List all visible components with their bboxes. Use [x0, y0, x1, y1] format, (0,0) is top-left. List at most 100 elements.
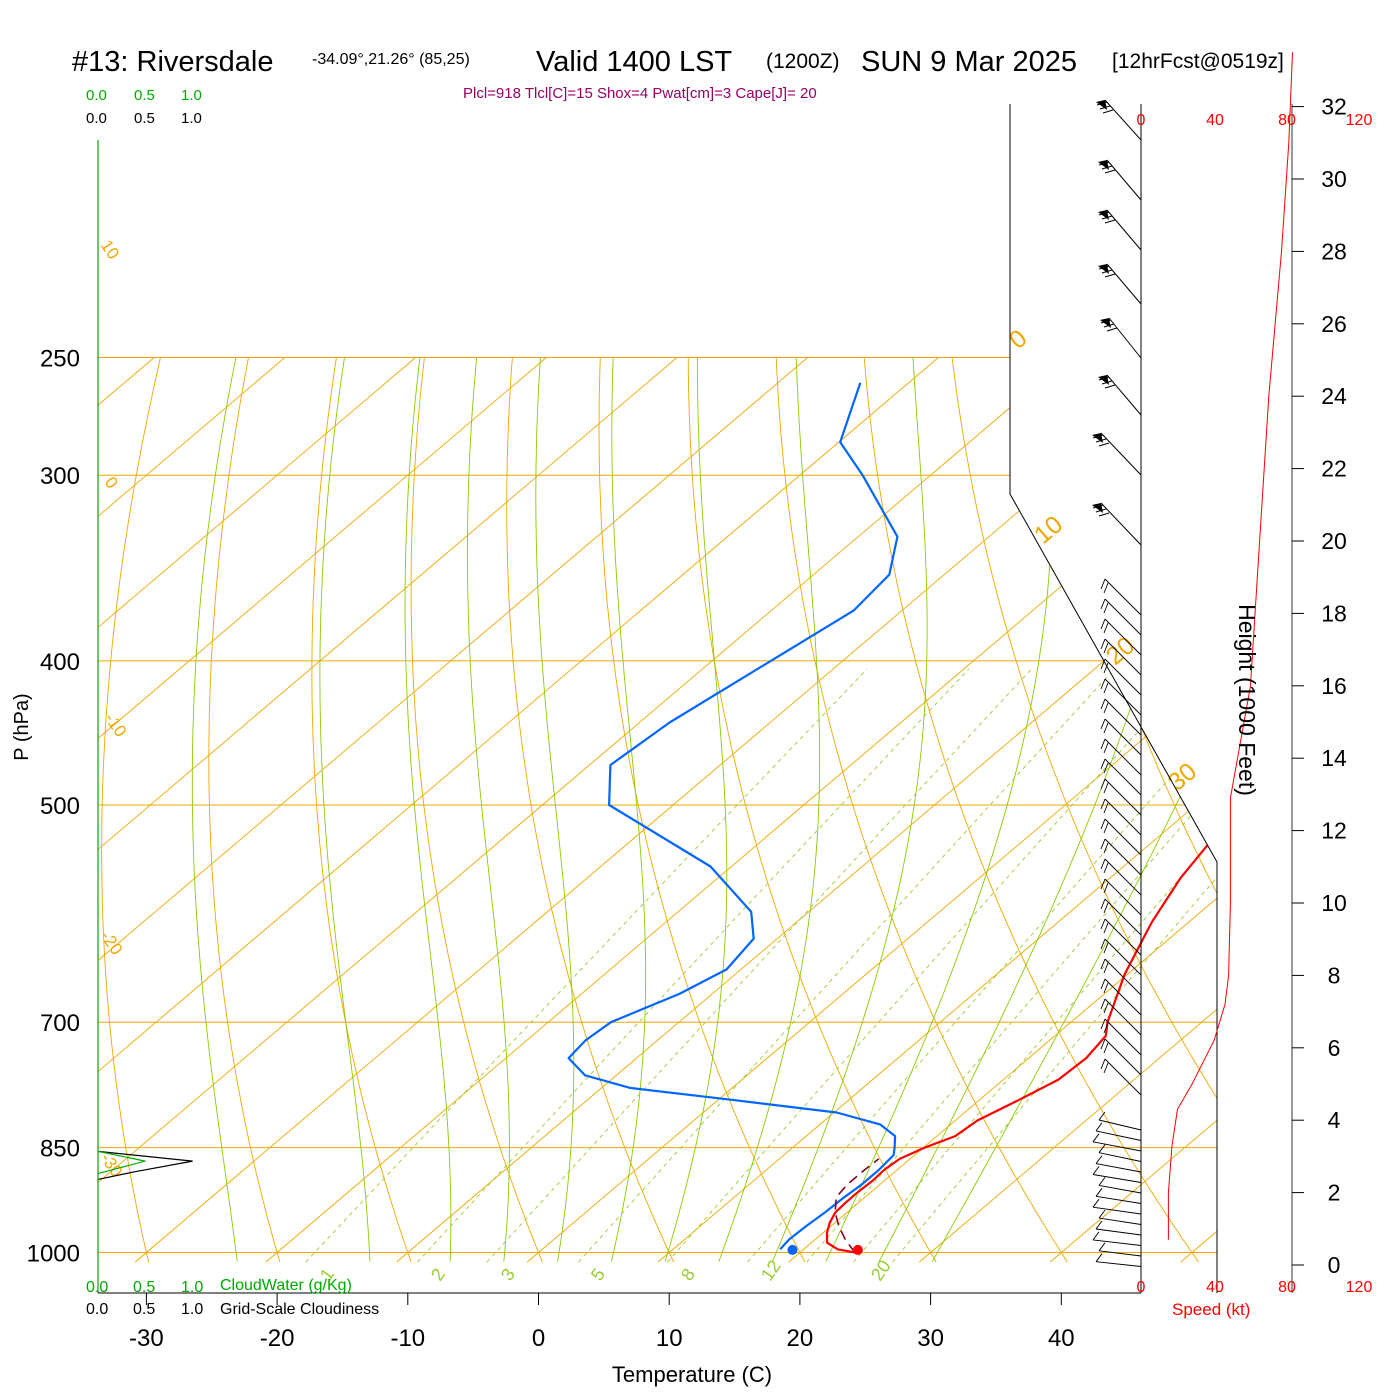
wind-barb	[1098, 159, 1142, 201]
chart-grid	[98, 356, 1400, 1263]
speed-top-tick-1: 40	[1206, 112, 1224, 129]
pressure-tick-label: 700	[40, 1010, 80, 1037]
dry-adiabat-line	[1127, 357, 1217, 1263]
isotherm-line	[98, 357, 547, 1263]
wind-barb	[1092, 1133, 1142, 1152]
pressure-tick-label: 400	[40, 649, 80, 676]
cloudiness-label: Grid-Scale Cloudiness	[220, 1301, 379, 1318]
wind-barb	[1100, 317, 1142, 359]
valid-date: SUN 9 Mar 2025	[861, 46, 1077, 78]
wind-barb	[1100, 1018, 1142, 1056]
speed-bottom-tick-3: 120	[1346, 1279, 1373, 1296]
pressure-tick-label: 850	[40, 1136, 80, 1163]
plot-border	[1009, 104, 1218, 1293]
wind-barb	[1100, 818, 1142, 856]
isotherm-line	[919, 357, 1217, 1263]
speed-scale-top: 0 40 80 120	[1137, 112, 1373, 129]
wind-barb	[1092, 432, 1142, 476]
isotherm-line	[788, 357, 1217, 1263]
wind-barb	[1098, 1209, 1142, 1225]
dry-adiabat-line	[775, 357, 1068, 1263]
moist-adiabat-line	[825, 357, 1054, 1262]
parcel-profile-line	[834, 1158, 880, 1253]
wind-barb	[1100, 638, 1142, 676]
wind-barb	[1100, 1038, 1142, 1076]
speed-top-tick-2: 80	[1278, 112, 1296, 129]
dry-adiabat-line	[101, 357, 161, 1263]
wind-barb	[1095, 1155, 1142, 1173]
moist-adiabat-line	[771, 357, 928, 1262]
wind-barb	[1100, 738, 1142, 776]
cloud-scale-bottom: 0.0 0.5 1.0 CloudWater (g/Kg) 0.0 0.5 1.…	[86, 1277, 379, 1318]
station-title: #13: Riversdale	[72, 46, 274, 78]
wind-barb	[1100, 858, 1142, 896]
profile-layer	[567, 382, 1217, 1255]
wind-barb	[1100, 878, 1142, 916]
cloudiness-trace	[97, 1150, 193, 1180]
height-tick-label: 14	[1321, 745, 1347, 771]
mixing-ratio-line	[578, 668, 1115, 1263]
wind-barb	[1096, 99, 1142, 141]
mixing-ratio-label: 8	[677, 1265, 699, 1285]
moist-adiabat-line	[191, 357, 238, 1262]
dry-adiabat-line	[598, 357, 806, 1263]
wind-barb	[1100, 838, 1142, 876]
isotherm-line	[1180, 357, 1217, 1263]
dry-adiabat-line	[208, 357, 281, 1263]
wind-barb	[1100, 918, 1142, 956]
wind-barb	[1100, 618, 1142, 656]
isotherm-label: 10	[1029, 510, 1068, 549]
isotherm-line	[265, 357, 1217, 1263]
mixing-ratio-label: 5	[587, 1265, 609, 1285]
cloudwater-bottom-tick-2: 1.0	[181, 1279, 203, 1296]
pressure-tick-label: 500	[40, 793, 80, 820]
dewpoint-profile-line	[567, 382, 899, 1251]
moist-adiabat-line	[931, 357, 1217, 1262]
wind-barb	[1100, 778, 1142, 816]
cloudwater-label: CloudWater (g/Kg)	[220, 1277, 352, 1294]
temperature-tick-label: 10	[656, 1325, 683, 1352]
surface-temperature-marker	[852, 1244, 863, 1255]
cloud-water-trace	[97, 1150, 146, 1175]
isotherm-line	[98, 357, 1070, 1263]
wind-barb	[1098, 263, 1142, 305]
height-tick-label: 4	[1328, 1107, 1341, 1133]
wind-barb	[1095, 1188, 1142, 1204]
wind-barb	[1100, 938, 1142, 976]
isotherm-label: 0	[1004, 324, 1033, 354]
height-tick-label: 30	[1321, 166, 1347, 192]
x-axis-title: Temperature (C)	[612, 1362, 772, 1387]
wind-barb	[1098, 209, 1142, 251]
mixing-ratio-line	[305, 668, 868, 1263]
mixing-ratio-line	[417, 668, 970, 1263]
wind-barb	[1100, 978, 1142, 1016]
isotherm-line	[657, 357, 1217, 1263]
wind-barb	[1095, 1253, 1142, 1267]
isotherm-line	[98, 357, 286, 1263]
speed-scale-bottom: 0 40 80 120 Speed (kt)	[1137, 1279, 1373, 1319]
wind-barb	[1095, 1122, 1142, 1141]
dry-adiabat-line	[1215, 357, 1217, 1263]
cloudwater-bottom-tick-1: 0.5	[133, 1279, 155, 1296]
valid-time: Valid 1400 LST	[536, 46, 732, 78]
height-tick-label: 16	[1321, 673, 1347, 699]
wind-barbs	[1092, 99, 1142, 1267]
dry-adiabat-line	[863, 357, 1200, 1263]
height-tick-label: 24	[1321, 383, 1347, 409]
wind-barb	[1092, 1166, 1142, 1183]
mixing-ratio-label: 12	[757, 1256, 785, 1284]
temperature-tick-label: -20	[260, 1325, 295, 1352]
dry-adiabat-line	[1304, 358, 1400, 1263]
dry-adiabat-line	[687, 357, 937, 1263]
dry-adiabat-line	[1392, 358, 1400, 1263]
speed-bottom-tick-2: 80	[1278, 1279, 1296, 1296]
pressure-tick-label: 1000	[27, 1241, 80, 1268]
wind-barb	[1100, 718, 1142, 756]
wind-barb	[1095, 1220, 1142, 1236]
cloudwater-bottom-tick-0: 0.0	[86, 1279, 108, 1296]
temperature-profile-line	[825, 382, 1217, 1254]
y-axis-title: P (hPa)	[11, 693, 33, 760]
height-tick-label: 6	[1328, 1035, 1341, 1061]
mixing-ratio-label: 3	[497, 1265, 519, 1285]
